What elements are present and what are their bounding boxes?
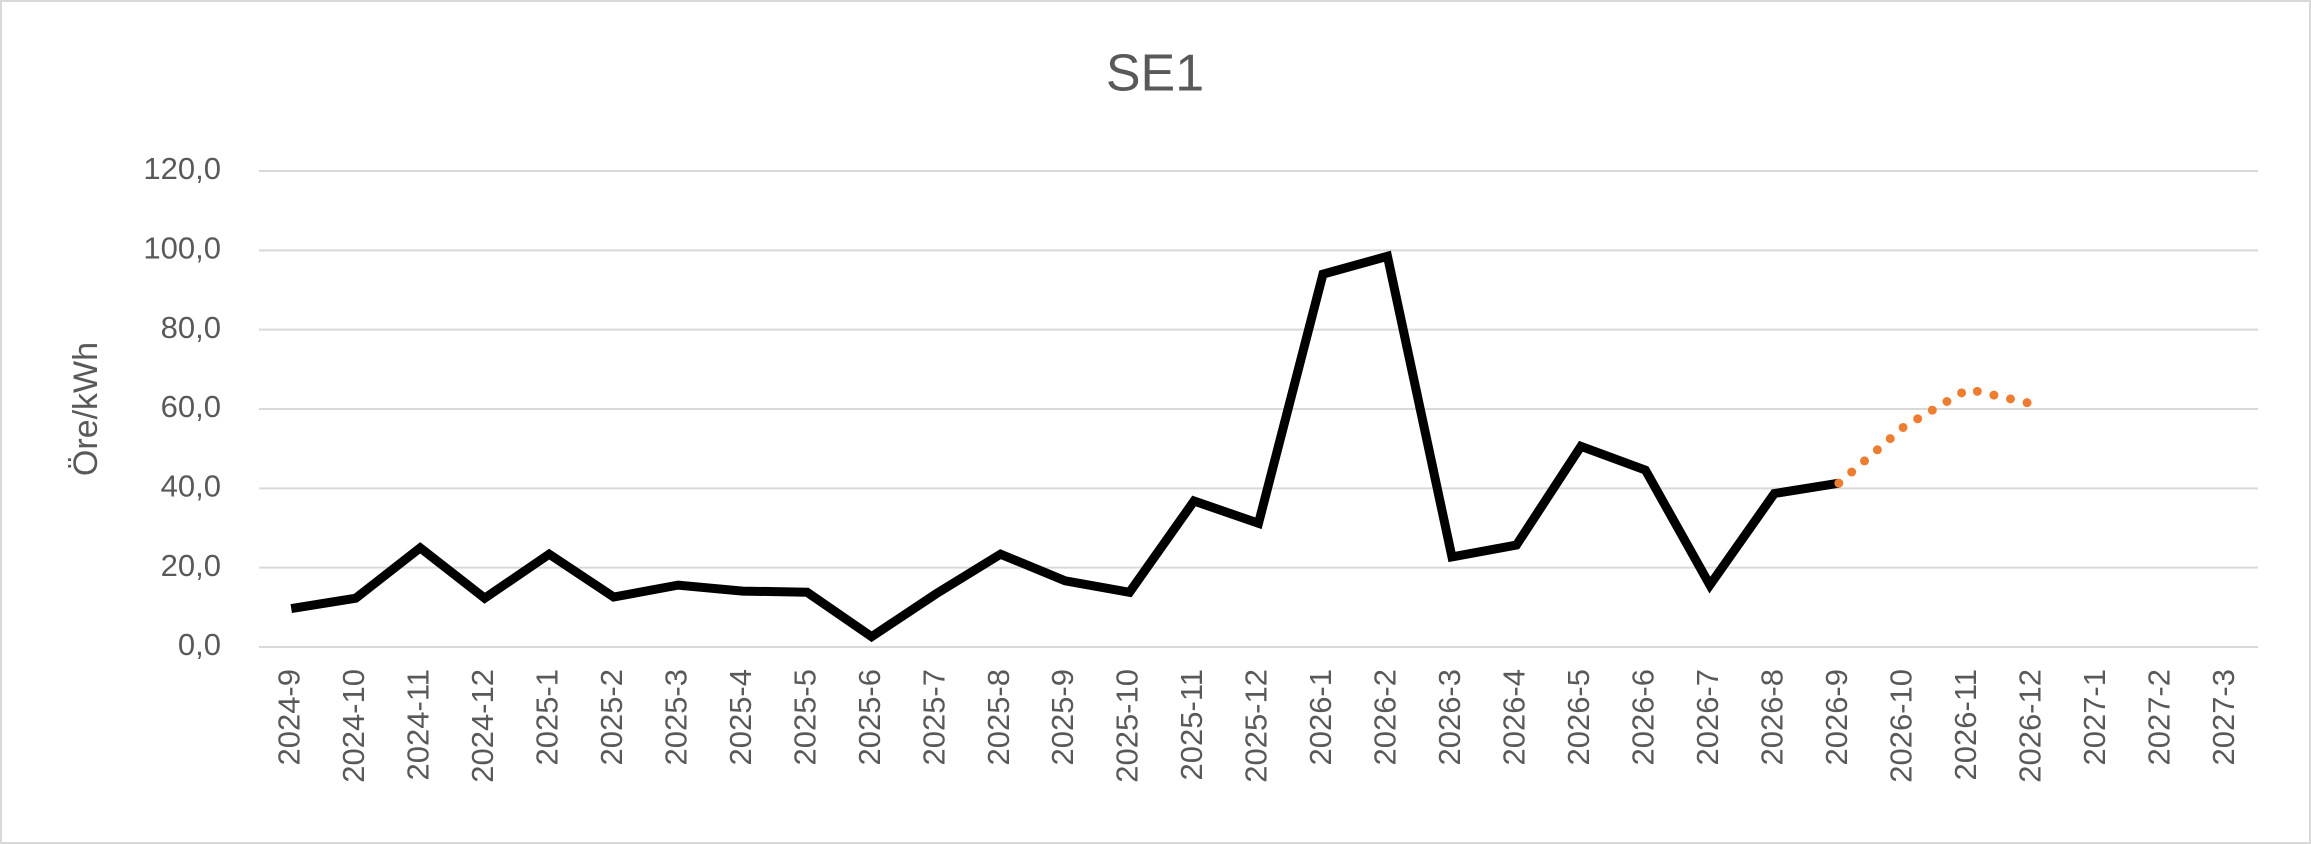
- x-tick-label: 2025-6: [852, 669, 887, 766]
- x-tick-label: 2026-7: [1690, 669, 1725, 766]
- y-tick-label: 20,0: [161, 548, 221, 583]
- x-tick-label: 2026-10: [1884, 669, 1919, 783]
- x-tick-label: 2027-1: [2077, 669, 2112, 766]
- x-tick-label: 2026-2: [1368, 669, 1403, 766]
- x-tick-label: 2027-3: [2206, 669, 2241, 766]
- y-tick-label: 60,0: [161, 389, 221, 424]
- x-tick-label: 2025-7: [916, 669, 951, 766]
- x-tick-label: 2026-4: [1497, 669, 1532, 766]
- x-tick-label: 2026-5: [1561, 669, 1596, 766]
- x-tick-label: 2026-6: [1626, 669, 1661, 766]
- x-tick-label: 2027-2: [2141, 669, 2176, 766]
- y-tick-label: 0,0: [178, 627, 221, 662]
- x-tick-label: 2025-4: [723, 669, 758, 766]
- y-axis-label: Öre/kWh: [67, 342, 105, 476]
- x-tick-label: 2024-10: [336, 669, 371, 783]
- chart-title: SE1: [1106, 45, 1204, 103]
- x-tick-label: 2024-11: [400, 669, 435, 780]
- series-line: [1834, 384, 2037, 488]
- x-tick-label: 2025-10: [1110, 669, 1145, 783]
- y-tick-label: 40,0: [161, 469, 221, 504]
- x-tick-label: 2025-9: [1045, 669, 1080, 766]
- x-tick-label: 2026-12: [2012, 669, 2047, 783]
- x-tick-label: 2026-3: [1432, 669, 1467, 766]
- x-tick-label: 2026-11: [1948, 669, 1983, 780]
- x-tick-label: 2025-11: [1174, 669, 1209, 780]
- x-tick-label: 2025-1: [529, 669, 564, 766]
- x-tick-label: 2026-1: [1303, 669, 1338, 766]
- y-tick-label: 100,0: [143, 231, 221, 266]
- y-tick-label: 120,0: [143, 151, 221, 186]
- x-tick-label: 2026-8: [1755, 669, 1790, 766]
- x-tick-label: 2025-2: [594, 669, 629, 766]
- series-line: [290, 250, 1840, 643]
- x-tick-label: 2025-5: [787, 669, 822, 766]
- y-tick-label: 80,0: [161, 310, 221, 345]
- x-tick-label: 2025-3: [658, 669, 693, 766]
- x-tick-label: 2024-12: [465, 669, 500, 783]
- x-tick-label: 2025-8: [981, 669, 1016, 766]
- x-tick-label: 2025-12: [1239, 669, 1274, 783]
- x-tick-label: 2026-9: [1819, 669, 1854, 766]
- x-tick-label: 2024-9: [271, 669, 306, 766]
